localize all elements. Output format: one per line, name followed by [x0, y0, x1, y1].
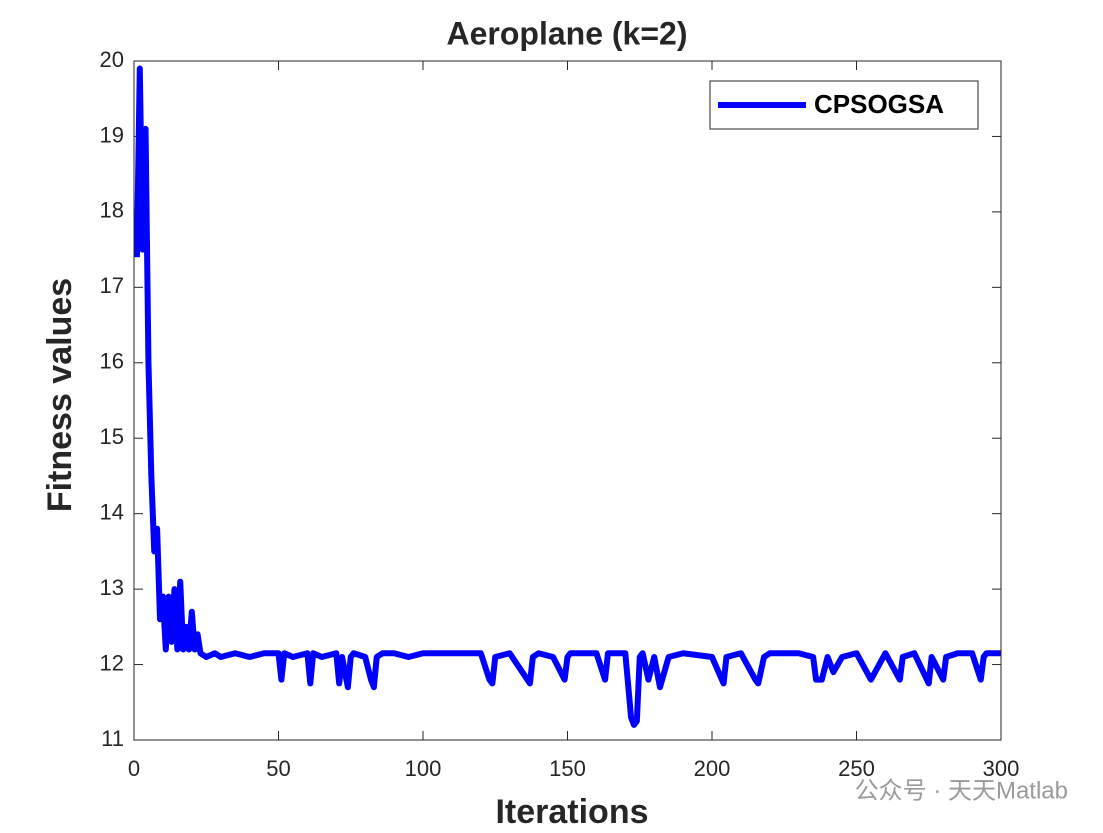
- y-tick-label: 11: [101, 726, 124, 751]
- y-tick-label: 14: [100, 499, 124, 524]
- y-tick-label: 15: [100, 424, 124, 449]
- y-tick-label: 13: [100, 575, 124, 600]
- y-axis-label: Fitness values: [41, 278, 79, 512]
- x-tick-label: 150: [549, 756, 586, 781]
- axes-box: [133, 60, 1002, 741]
- x-tick-label: 100: [405, 756, 442, 781]
- x-tick-label: 0: [128, 756, 140, 781]
- x-tick-label: 200: [694, 756, 731, 781]
- y-tick-label: 12: [100, 650, 124, 675]
- watermark: 公众号 · 天天Matlab: [855, 777, 1068, 804]
- x-tick-label: 50: [266, 756, 290, 781]
- x-axis-label: Iterations: [495, 793, 648, 831]
- data-line: [133, 65, 1001, 728]
- chart-title: Aeroplane (k=2): [447, 15, 688, 51]
- y-tick-label: 20: [100, 47, 124, 72]
- y-tick-label: 16: [100, 349, 124, 374]
- y-tick-label: 18: [100, 198, 124, 223]
- y-tick-label: 17: [100, 273, 124, 298]
- x-tick-label: 250: [838, 756, 875, 781]
- x-tick-label: 300: [983, 756, 1020, 781]
- legend-label: CPSOGSA: [814, 89, 944, 119]
- y-tick-label: 19: [100, 122, 124, 147]
